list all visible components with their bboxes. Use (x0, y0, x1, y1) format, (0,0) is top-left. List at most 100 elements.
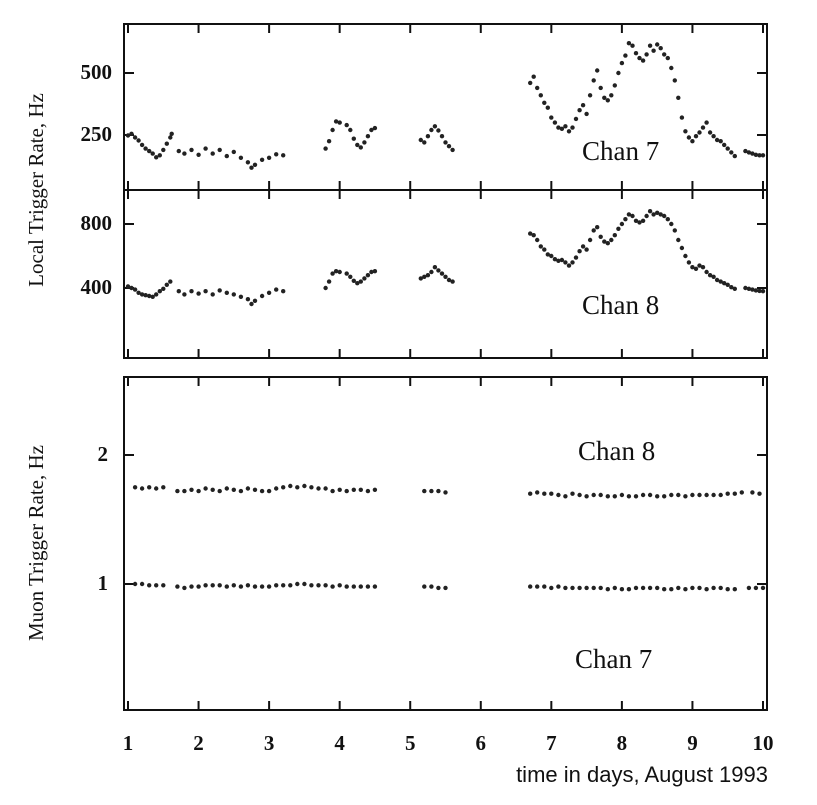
data-point-local-chan7 (224, 153, 229, 159)
data-point-local-chan8 (707, 273, 713, 278)
data-point-local-chan7 (676, 95, 681, 101)
data-point-local-chan7 (753, 152, 759, 157)
data-point-muon-chan8 (203, 486, 208, 491)
data-point-local-chan8 (323, 285, 328, 291)
data-point-local-chan7 (196, 152, 201, 157)
data-point-local-chan7 (168, 135, 173, 140)
x-tick-label: 7 (546, 731, 557, 755)
data-point-local-chan7 (136, 138, 141, 143)
data-point-muon-chan8 (274, 486, 279, 491)
data-point-muon-chan7 (422, 584, 427, 589)
data-point-muon-chan7 (196, 584, 201, 589)
data-point-muon-chan7 (669, 587, 674, 592)
data-point-local-chan7 (182, 151, 187, 156)
data-point-muon-chan8 (337, 487, 342, 492)
data-point-local-chan8 (556, 258, 561, 263)
data-point-muon-chan8 (302, 483, 307, 489)
data-point-local-chan7 (274, 152, 279, 157)
x-tick-label: 8 (617, 731, 628, 755)
data-point-local-chan7 (429, 127, 434, 133)
data-point-local-chan7 (637, 55, 642, 61)
data-point-muon-chan8 (309, 485, 314, 490)
data-point-muon-chan8 (196, 488, 201, 494)
data-point-muon-chan8 (252, 487, 258, 492)
data-point-local-chan8 (753, 288, 759, 293)
data-point-local-chan7 (147, 148, 152, 154)
data-point-local-chan8 (446, 277, 452, 283)
data-point-local-chan8 (577, 249, 582, 254)
data-point-local-chan7 (693, 134, 699, 139)
data-point-local-chan7 (598, 85, 603, 91)
data-point-local-chan7 (161, 147, 166, 153)
data-point-muon-chan7 (182, 585, 187, 591)
data-point-muon-chan8 (330, 488, 335, 494)
data-point-local-chan7 (616, 70, 621, 76)
data-point-local-chan8 (697, 263, 702, 268)
data-point-muon-chan7 (570, 585, 575, 591)
data-point-local-chan8 (633, 218, 639, 223)
data-point-muon-chan8 (175, 488, 180, 494)
data-point-local-chan8 (231, 292, 236, 297)
data-point-muon-chan7 (154, 583, 159, 588)
data-point-muon-chan7 (704, 587, 709, 592)
data-point-muon-chan8 (528, 491, 533, 496)
data-point-local-chan7 (259, 157, 265, 162)
x-tick-label: 4 (334, 731, 345, 755)
data-point-local-chan7 (690, 139, 695, 144)
data-point-local-chan8 (545, 252, 550, 257)
data-point-local-chan7 (528, 80, 533, 86)
data-point-local-chan8 (746, 286, 752, 291)
data-point-local-chan7 (633, 51, 639, 56)
data-point-muon-chan8 (323, 486, 328, 491)
data-point-local-chan8 (333, 269, 339, 274)
data-point-muon-chan8 (669, 492, 674, 498)
data-point-local-chan7 (358, 145, 363, 150)
x-tick-label: 3 (264, 731, 275, 755)
data-point-muon-chan8 (633, 494, 639, 499)
data-point-local-chan7 (443, 140, 448, 145)
data-point-local-chan7 (348, 127, 353, 133)
data-point-local-chan8 (584, 247, 589, 252)
data-point-local-chan7 (757, 153, 762, 158)
data-point-local-chan8 (238, 294, 244, 299)
data-point-muon-chan8 (358, 487, 363, 492)
data-point-local-chan8 (612, 233, 617, 238)
data-point-local-chan7 (365, 134, 371, 139)
data-point-muon-chan8 (535, 490, 540, 495)
data-point-muon-chan8 (245, 486, 251, 491)
data-point-local-chan7 (169, 131, 174, 136)
data-point-local-chan8 (693, 266, 699, 271)
data-point-local-chan8 (598, 234, 603, 239)
data-point-local-chan7 (669, 65, 674, 71)
data-point-local-chan8 (161, 286, 166, 291)
data-point-local-chan7 (665, 55, 670, 61)
data-point-muon-chan7 (217, 583, 222, 588)
data-point-muon-chan7 (316, 583, 321, 588)
data-point-local-chan7 (700, 125, 706, 130)
data-point-local-chan7 (238, 155, 244, 160)
data-point-local-chan7 (584, 111, 589, 117)
data-point-muon-chan7 (288, 583, 293, 588)
data-point-muon-chan7 (372, 584, 378, 589)
data-point-local-chan7 (217, 147, 222, 153)
data-point-muon-chan7 (224, 584, 229, 589)
data-point-muon-chan7 (337, 583, 342, 588)
data-point-local-chan7 (630, 43, 635, 48)
data-point-muon-chan7 (358, 584, 363, 589)
data-point-local-chan8 (616, 226, 621, 231)
data-point-local-chan8 (676, 237, 681, 243)
data-point-local-chan8 (224, 290, 229, 295)
data-point-local-chan8 (330, 271, 335, 276)
data-point-local-chan7 (425, 134, 431, 139)
data-point-muon-chan8 (189, 487, 194, 492)
data-point-local-chan8 (432, 265, 438, 270)
data-point-muon-chan7 (612, 585, 617, 591)
x-tick-label: 2 (193, 731, 204, 755)
data-point-muon-chan7 (528, 584, 533, 589)
data-point-muon-chan8 (619, 492, 625, 498)
data-point-muon-chan7 (725, 587, 730, 592)
data-point-muon-chan8 (655, 494, 660, 499)
data-point-local-chan7 (760, 153, 766, 158)
data-point-local-chan8 (566, 263, 572, 268)
data-point-local-chan8 (436, 268, 441, 273)
